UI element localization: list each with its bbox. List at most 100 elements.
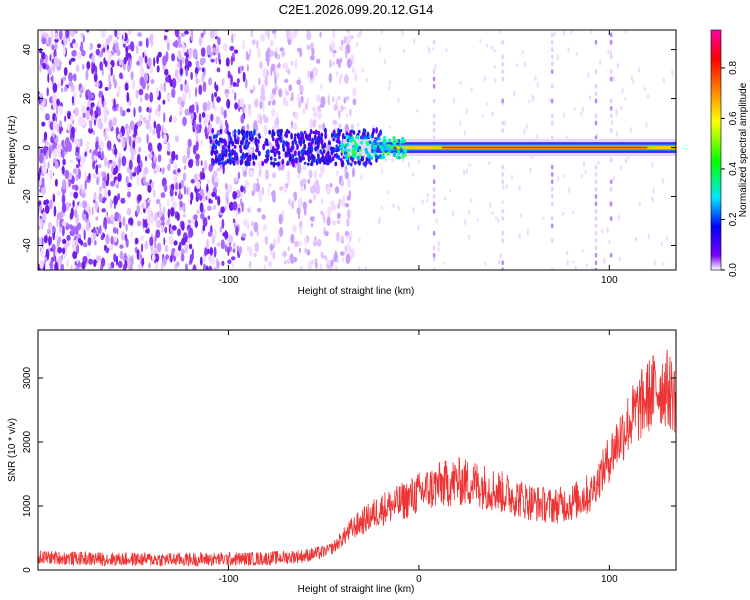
streak-blob (501, 127, 505, 133)
noise-blob (99, 61, 104, 71)
noise-blob (198, 113, 202, 124)
noise-blob (134, 149, 137, 155)
streak-blob (594, 164, 598, 170)
snr-x-tick-label: 0 (416, 574, 422, 585)
noise-blob (131, 172, 137, 177)
noise-blob (269, 93, 274, 103)
streak-blob (609, 186, 613, 192)
noise-blob (349, 108, 352, 117)
noise-blob (122, 216, 126, 227)
noise-blob (202, 224, 206, 232)
noise-blob (126, 91, 130, 103)
noise-blob (327, 206, 331, 213)
noise-blob (88, 206, 91, 217)
colorbar-tick-label: 0.0 (728, 263, 739, 277)
noise-blob (86, 30, 90, 33)
noise-blob (140, 96, 143, 103)
band-blob (247, 141, 251, 145)
band-blob (311, 137, 314, 144)
noise-blob (53, 148, 57, 159)
noise-blob (62, 225, 65, 236)
noise-blob (397, 97, 400, 104)
band-blob (270, 161, 273, 166)
noise-blob (356, 122, 360, 128)
signal-clutter (388, 149, 392, 153)
noise-blob (573, 107, 577, 111)
noise-blob (206, 100, 211, 111)
noise-blob (44, 204, 50, 214)
noise-blob (185, 67, 188, 77)
noise-blob (618, 256, 621, 262)
noise-blob (289, 96, 292, 102)
noise-blob (72, 251, 78, 260)
noise-blob (324, 230, 329, 237)
noise-blob (46, 228, 51, 235)
noise-blob (401, 30, 404, 37)
signal-clutter (383, 135, 387, 140)
streak-blob (501, 216, 505, 222)
noise-blob (259, 101, 263, 109)
noise-blob (313, 170, 318, 180)
noise-blob (113, 147, 118, 156)
noise-blob (87, 89, 91, 97)
noise-blob (388, 79, 392, 86)
noise-blob (113, 81, 118, 87)
noise-blob (258, 192, 262, 203)
noise-blob (159, 202, 162, 211)
noise-blob (95, 48, 101, 56)
noise-blob (105, 127, 110, 132)
noise-blob (79, 188, 83, 197)
noise-blob (306, 96, 309, 106)
band-blob (218, 161, 222, 166)
noise-blob (143, 200, 147, 210)
noise-blob (263, 125, 268, 136)
noise-blob (80, 41, 84, 49)
noise-blob (195, 86, 198, 98)
noise-blob (103, 187, 108, 198)
streak-blob (594, 208, 598, 214)
noise-blob (206, 239, 209, 250)
noise-blob (108, 81, 112, 90)
noise-blob (240, 114, 245, 124)
noise-blob (386, 190, 390, 195)
noise-blob (615, 110, 618, 117)
streak-blob (609, 179, 613, 185)
noise-blob (291, 91, 294, 102)
noise-blob (293, 122, 298, 131)
streak-blob (432, 208, 436, 214)
noise-blob (93, 226, 96, 234)
band-blob (213, 150, 217, 156)
snr-y-tick-label: 1000 (22, 494, 33, 517)
noise-blob (437, 241, 440, 247)
noise-blob (417, 224, 420, 231)
noise-blob (147, 198, 152, 204)
noise-blob (54, 235, 59, 242)
noise-blob (347, 33, 352, 45)
band-blob (228, 152, 231, 158)
noise-blob (135, 237, 139, 245)
noise-blob (268, 100, 271, 106)
noise-blob (93, 149, 98, 157)
noise-blob (542, 216, 545, 220)
band-blob (309, 128, 313, 135)
noise-blob (118, 157, 121, 169)
noise-blob (338, 198, 341, 207)
noise-blob (167, 42, 170, 51)
noise-blob (181, 56, 185, 64)
noise-blob (288, 84, 293, 92)
noise-blob (465, 108, 468, 115)
noise-blob (580, 110, 583, 117)
noise-blob (209, 246, 214, 256)
streak-blob (432, 186, 436, 192)
band-blob (284, 133, 288, 137)
noise-blob (195, 192, 200, 197)
noise-blob (217, 36, 221, 46)
band-blob (211, 160, 214, 164)
noise-blob (308, 199, 313, 204)
noise-blob (343, 36, 347, 44)
noise-blob (66, 234, 71, 241)
noise-blob (149, 236, 154, 247)
streak-blob (594, 216, 598, 222)
noise-blob (341, 39, 344, 46)
noise-blob (150, 40, 154, 47)
